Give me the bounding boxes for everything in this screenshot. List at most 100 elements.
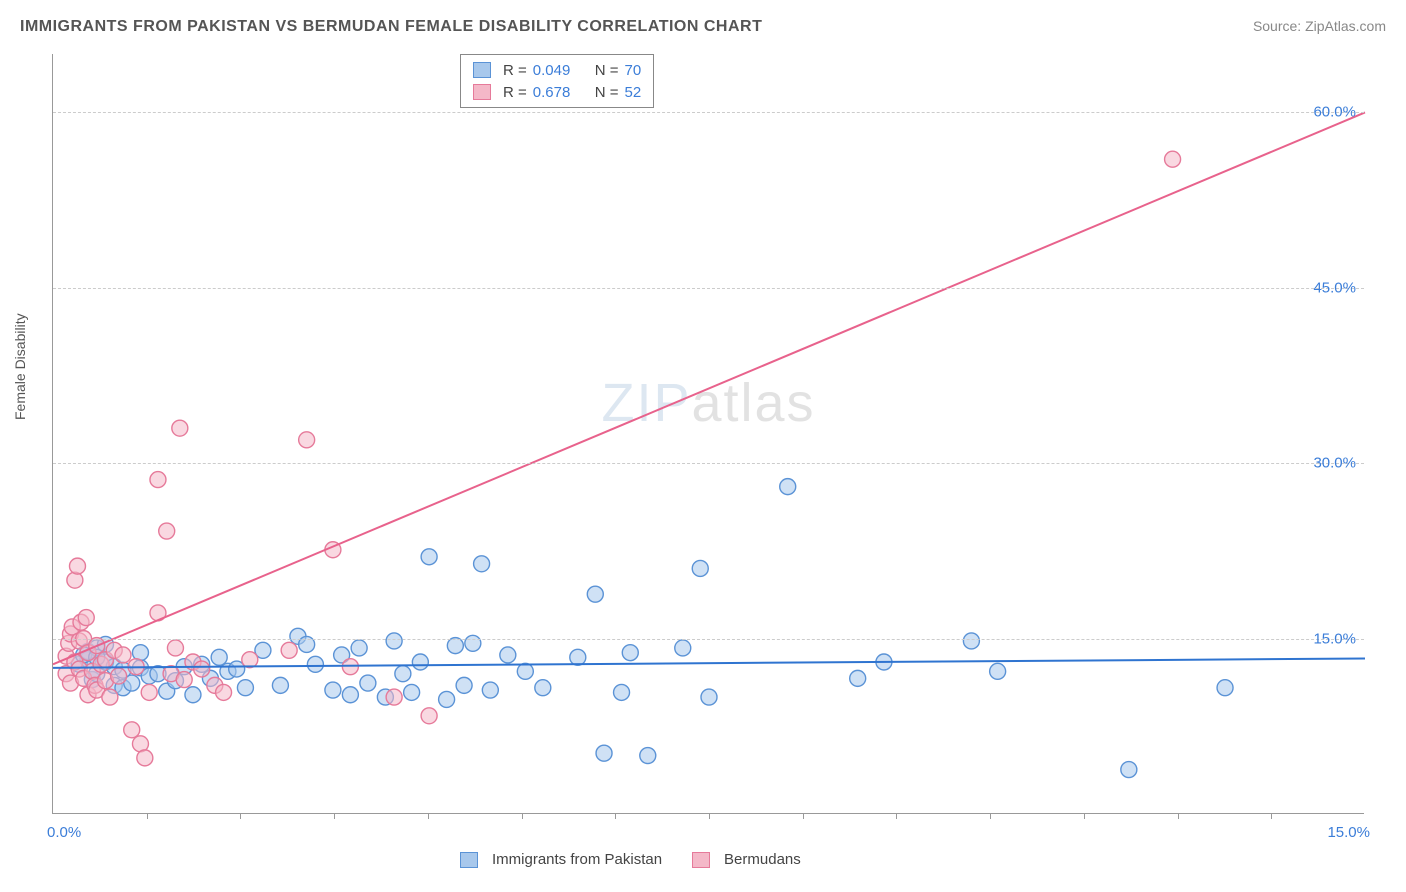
data-point-pakistan (421, 549, 437, 565)
data-point-pakistan (692, 560, 708, 576)
data-point-pakistan (439, 691, 455, 707)
data-point-bermudans (216, 684, 232, 700)
data-point-pakistan (412, 654, 428, 670)
legend-swatch-pakistan (473, 62, 491, 78)
source-credit: Source: ZipAtlas.com (1253, 18, 1386, 34)
data-point-pakistan (386, 633, 402, 649)
y-tick-label: 30.0% (1313, 455, 1356, 472)
x-tick-mark (147, 813, 148, 819)
data-point-pakistan (404, 684, 420, 700)
data-point-pakistan (570, 649, 586, 665)
legend-r-value: 0.678 (533, 84, 589, 101)
x-tick-mark (1271, 813, 1272, 819)
data-point-pakistan (535, 680, 551, 696)
y-tick-label: 60.0% (1313, 104, 1356, 121)
data-point-bermudans (299, 432, 315, 448)
trendline-bermudans (53, 112, 1365, 664)
data-point-pakistan (456, 677, 472, 693)
chart-svg (53, 54, 1364, 813)
data-point-pakistan (325, 682, 341, 698)
data-point-bermudans (167, 640, 183, 656)
legend-stats-row-bermudans: R = 0.678N = 52 (473, 81, 641, 103)
legend-n-value: 70 (625, 62, 642, 79)
gridline-h (53, 463, 1364, 464)
data-point-pakistan (517, 663, 533, 679)
data-point-pakistan (360, 675, 376, 691)
data-point-bermudans (124, 722, 140, 738)
legend-label-bermudans: Bermudans (724, 851, 801, 868)
data-point-pakistan (500, 647, 516, 663)
legend-swatch-bermudans (473, 84, 491, 100)
x-tick-mark (1084, 813, 1085, 819)
chart-plot-area: ZIPatlas 15.0%30.0%45.0%60.0%0.0%15.0% (52, 54, 1364, 814)
y-axis-label: Female Disability (12, 313, 28, 420)
x-tick-mark (240, 813, 241, 819)
data-point-bermudans (176, 672, 192, 688)
data-point-pakistan (1121, 762, 1137, 778)
x-tick-mark (990, 813, 991, 819)
data-point-bermudans (159, 523, 175, 539)
data-point-pakistan (850, 670, 866, 686)
data-point-pakistan (990, 663, 1006, 679)
data-point-bermudans (150, 472, 166, 488)
data-point-pakistan (640, 748, 656, 764)
x-tick-mark (428, 813, 429, 819)
data-point-bermudans (115, 647, 131, 663)
data-point-bermudans (102, 689, 118, 705)
data-point-pakistan (307, 656, 323, 672)
gridline-h (53, 639, 1364, 640)
legend-r-label: R = (503, 62, 527, 79)
data-point-pakistan (675, 640, 691, 656)
data-point-bermudans (172, 420, 188, 436)
legend-stats-box: R = 0.049 N = 70R = 0.678 N = 52 (460, 54, 654, 108)
data-point-bermudans (111, 668, 127, 684)
data-point-bermudans (78, 610, 94, 626)
legend-item-bermudans: Bermudans (692, 851, 801, 868)
data-point-bermudans (194, 661, 210, 677)
x-tick-label: 0.0% (47, 824, 81, 841)
legend-stats-row-pakistan: R = 0.049 N = 70 (473, 59, 641, 81)
x-tick-label: 15.0% (1327, 824, 1370, 841)
x-tick-mark (1178, 813, 1179, 819)
data-point-pakistan (342, 687, 358, 703)
legend-n-label: N = (595, 84, 619, 101)
data-point-bermudans (67, 572, 83, 588)
data-point-pakistan (272, 677, 288, 693)
data-point-pakistan (447, 638, 463, 654)
x-tick-mark (615, 813, 616, 819)
legend-swatch-pakistan (460, 852, 478, 868)
data-point-pakistan (596, 745, 612, 761)
data-point-bermudans (281, 642, 297, 658)
x-tick-mark (896, 813, 897, 819)
legend-n-value: 52 (625, 84, 642, 101)
data-point-pakistan (622, 645, 638, 661)
source-label: Source: (1253, 18, 1305, 34)
data-point-pakistan (587, 586, 603, 602)
data-point-pakistan (614, 684, 630, 700)
legend-n-label: N = (595, 62, 619, 79)
data-point-pakistan (482, 682, 498, 698)
data-point-bermudans (137, 750, 153, 766)
data-point-pakistan (395, 666, 411, 682)
gridline-h (53, 112, 1364, 113)
data-point-pakistan (211, 649, 227, 665)
x-tick-mark (522, 813, 523, 819)
legend-series: Immigrants from Pakistan Bermudans (460, 851, 801, 868)
data-point-bermudans (1165, 151, 1181, 167)
x-tick-mark (803, 813, 804, 819)
legend-item-pakistan: Immigrants from Pakistan (460, 851, 662, 868)
x-tick-mark (709, 813, 710, 819)
legend-r-value: 0.049 (533, 62, 589, 79)
data-point-pakistan (1217, 680, 1233, 696)
data-point-bermudans (242, 652, 258, 668)
data-point-bermudans (421, 708, 437, 724)
data-point-pakistan (185, 687, 201, 703)
legend-label-pakistan: Immigrants from Pakistan (492, 851, 662, 868)
data-point-bermudans (141, 684, 157, 700)
data-point-pakistan (237, 680, 253, 696)
source-link[interactable]: ZipAtlas.com (1305, 18, 1386, 34)
x-tick-mark (334, 813, 335, 819)
y-tick-label: 15.0% (1313, 630, 1356, 647)
data-point-pakistan (701, 689, 717, 705)
data-point-pakistan (780, 479, 796, 495)
